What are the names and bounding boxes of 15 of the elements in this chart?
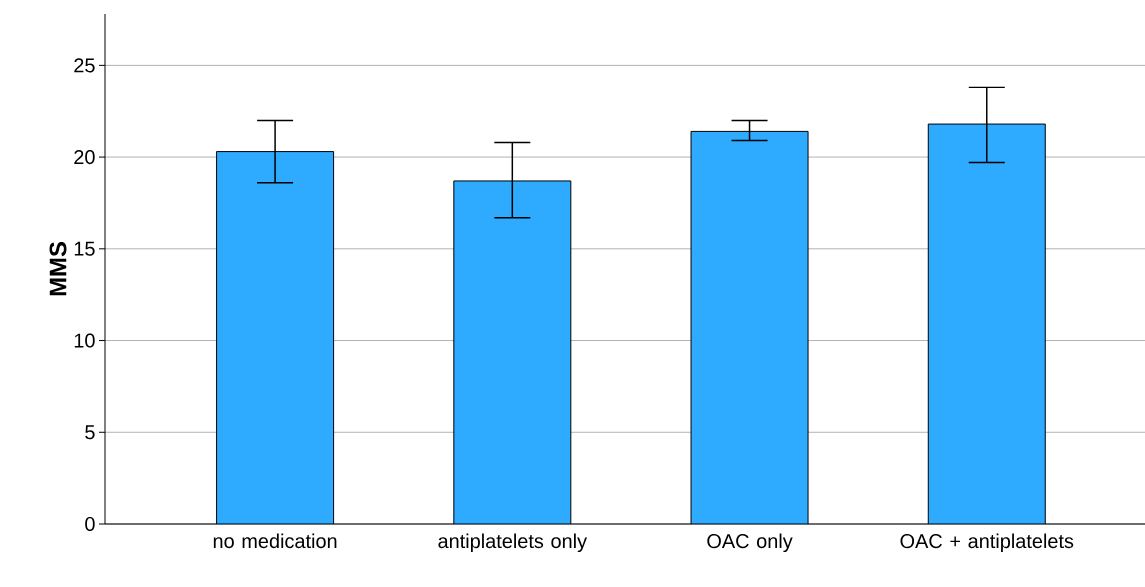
bar — [927, 123, 1046, 524]
y-tick-label: 10 — [74, 333, 95, 348]
bar — [691, 131, 809, 524]
y-tick-label: 5 — [85, 425, 95, 440]
y-tick-label: 0 — [85, 516, 95, 532]
y-tick-label: 25 — [74, 58, 95, 73]
x-tick-label: OAC only — [707, 533, 793, 553]
x-tick-label: OAC + antiplatelets — [900, 533, 1074, 553]
x-tick-label: antiplatelets only — [438, 533, 588, 553]
bar — [216, 151, 334, 524]
bar — [453, 180, 571, 524]
y-tick-label: 15 — [74, 241, 95, 256]
x-tick-label: no medication — [213, 533, 337, 549]
y-tick-label: 20 — [74, 150, 95, 165]
y-axis-title: MMS — [49, 242, 67, 296]
